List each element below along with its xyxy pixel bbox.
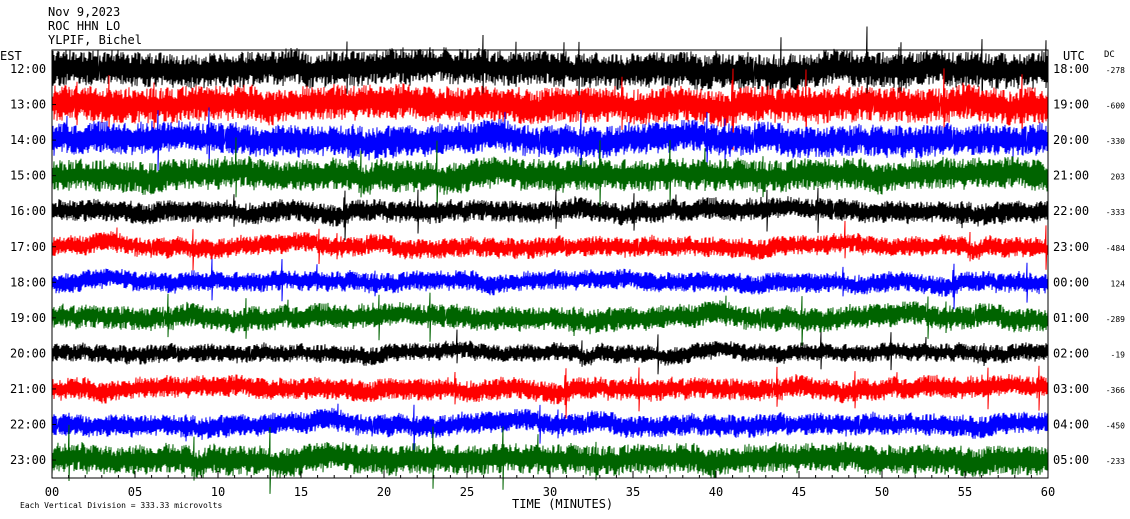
utc-tick-label: 04:00 (1053, 418, 1089, 432)
est-tick-label: 22:00 (10, 418, 46, 432)
dc-offset-label: -484 (1106, 244, 1125, 253)
utc-tick-labels: 18:00 19:00 20:00 21:00 22:00 23:00 00:00 01:00… (1053, 62, 1089, 467)
trace-1300 (51, 68, 1049, 151)
header-date: Nov 9,2023 (48, 5, 120, 19)
est-tick-label: 16:00 (10, 204, 46, 218)
x-tick-label: 10 (211, 485, 225, 499)
x-tick-label: 45 (792, 485, 806, 499)
x-tick-label: 40 (709, 485, 723, 499)
trace-1500 (51, 137, 1049, 212)
dc-offset-label: -278 (1106, 66, 1125, 75)
x-tick-label: 20 (377, 485, 391, 499)
dc-offset-label: -450 (1106, 422, 1125, 431)
utc-tick-label: 02:00 (1053, 346, 1089, 360)
header-location: YLPIF, Bichel (48, 33, 142, 47)
est-tick-label: 21:00 (10, 382, 46, 396)
x-tick-label: 05 (128, 485, 142, 499)
est-tick-label: 13:00 (10, 98, 46, 112)
est-tick-label: 23:00 (10, 453, 46, 467)
dc-offset-label: -600 (1106, 102, 1125, 111)
trace-1400 (51, 107, 1049, 177)
left-axis-label: EST (0, 49, 22, 63)
dc-offset-label: -366 (1106, 386, 1125, 395)
x-tick-label: 35 (626, 485, 640, 499)
utc-tick-label: 01:00 (1053, 311, 1089, 325)
trace-2200 (51, 403, 1049, 451)
utc-tick-label: 18:00 (1053, 62, 1089, 76)
trace-1800 (51, 258, 1049, 310)
trace-1900 (51, 292, 1049, 346)
utc-tick-label: 05:00 (1053, 453, 1089, 467)
est-tick-label: 14:00 (10, 133, 46, 147)
trace-2100 (51, 365, 1049, 419)
x-tick-label: 50 (875, 485, 889, 499)
est-tick-label: 20:00 (10, 346, 46, 360)
trace-1600 (51, 187, 1049, 241)
x-tick-label: 25 (460, 485, 474, 499)
dc-offset-labels: -278 -600 -330 203 -333 -484 124 -289 -19 -366 -45… (1106, 66, 1125, 466)
trace-1700 (51, 220, 1049, 271)
trace-2300 (51, 424, 1049, 494)
x-tick-labels: 00 05 10 15 20 25 30 35 40 45 50 55 60 (45, 485, 1055, 499)
utc-tick-label: 00:00 (1053, 275, 1089, 289)
est-tick-label: 12:00 (10, 62, 46, 76)
utc-tick-label: 22:00 (1053, 204, 1089, 218)
utc-tick-label: 21:00 (1053, 169, 1089, 183)
est-tick-label: 17:00 (10, 240, 46, 254)
est-tick-label: 19:00 (10, 311, 46, 325)
est-tick-label: 15:00 (10, 169, 46, 183)
dc-offset-label: -19 (1111, 350, 1126, 359)
scale-note: Each Vertical Division = 333.33 microvol… (20, 501, 222, 510)
est-tick-label: 18:00 (10, 275, 46, 289)
dc-offset-label: -330 (1106, 137, 1125, 146)
dc-offset-label: 124 (1111, 279, 1126, 288)
x-axis-label: TIME (MINUTES) (512, 497, 613, 511)
trace-2000 (51, 329, 1049, 375)
dc-offset-label: -233 (1106, 457, 1125, 466)
dc-column-label: DC (1104, 50, 1115, 60)
utc-tick-label: 19:00 (1053, 98, 1089, 112)
trace-1200 (51, 26, 1049, 111)
x-tick-label: 60 (1041, 485, 1055, 499)
dc-offset-label: -289 (1106, 315, 1125, 324)
dc-offset-label: -333 (1106, 208, 1125, 217)
utc-tick-label: 20:00 (1053, 133, 1089, 147)
utc-tick-label: 23:00 (1053, 240, 1089, 254)
utc-tick-label: 03:00 (1053, 382, 1089, 396)
x-tick-label: 15 (294, 485, 308, 499)
trace-layer (51, 26, 1049, 494)
est-tick-labels: 12:00 13:00 14:00 15:00 16:00 17:00 18:00 19:00… (10, 62, 46, 467)
axis-frame (51, 49, 1049, 479)
header-station: ROC HHN LO (48, 19, 120, 33)
x-tick-label: 00 (45, 485, 59, 499)
x-tick-label: 55 (958, 485, 972, 499)
right-axis-label: UTC (1063, 49, 1085, 63)
x-tick-label: 30 (543, 485, 557, 499)
dc-offset-label: 203 (1111, 173, 1126, 182)
